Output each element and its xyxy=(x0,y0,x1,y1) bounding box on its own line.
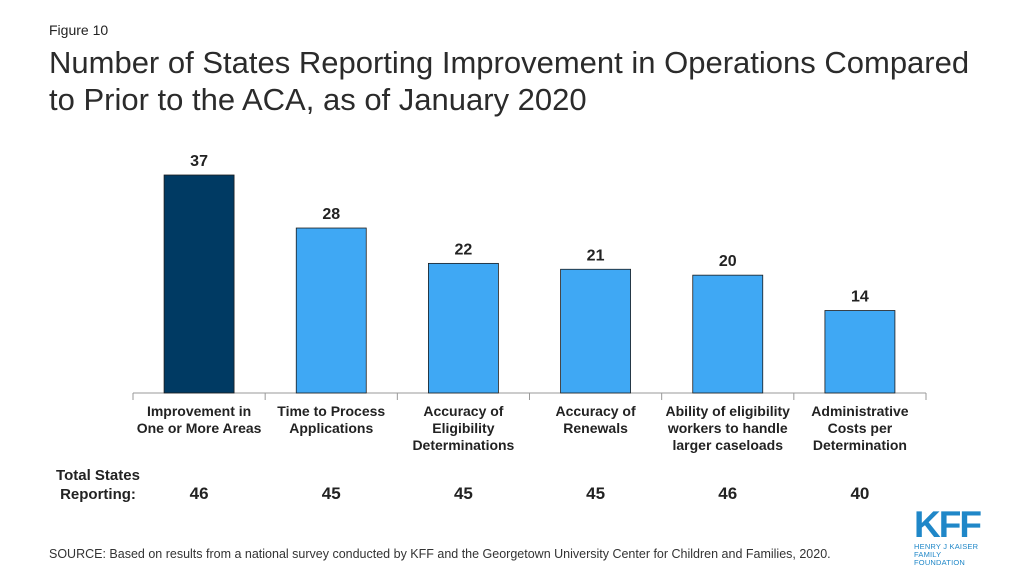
total-value-2: 45 xyxy=(321,484,341,503)
chart-title: Number of States Reporting Improvement i… xyxy=(49,45,970,117)
data-label-1: 37 xyxy=(190,153,208,170)
totals-heading: Total States Reporting: xyxy=(56,467,140,503)
data-label-6: 14 xyxy=(851,289,869,306)
total-value-4: 45 xyxy=(586,484,606,503)
logo-mark: KFF xyxy=(914,504,982,545)
bar-2 xyxy=(295,227,367,394)
category-label-3: Accuracy of Eligibility Determinations xyxy=(412,403,515,453)
logo-line-1: HENRY J KAISER xyxy=(914,542,979,551)
category-label-2: Time to Process Applications xyxy=(277,403,386,436)
data-label-4: 21 xyxy=(587,247,605,264)
bar-3 xyxy=(428,262,499,394)
category-label-6: Administrative Costs per Determination xyxy=(811,403,909,453)
category-label-4: Accuracy of Renewals xyxy=(555,403,636,436)
bar-1 xyxy=(163,174,235,394)
data-label-2: 28 xyxy=(322,206,340,223)
total-value-3: 45 xyxy=(453,484,473,503)
total-value-6: 40 xyxy=(850,484,870,503)
logo-line-2: FAMILY FOUNDATION xyxy=(914,550,966,567)
data-label-3: 22 xyxy=(455,241,473,258)
total-value-5: 46 xyxy=(718,484,738,503)
bar-6 xyxy=(824,310,896,394)
kff-logo: KFF HENRY J KAISER FAMILY FOUNDATION xyxy=(914,506,988,567)
category-label-5: Ability of eligibility workers to handle… xyxy=(665,403,790,453)
bar-4 xyxy=(560,268,631,394)
data-label-5: 20 xyxy=(719,253,737,270)
figure-label: Figure 10 xyxy=(49,22,109,38)
total-value-1: 46 xyxy=(189,484,209,503)
category-label-1: Improvement in One or More Areas xyxy=(136,403,262,436)
bar-5 xyxy=(692,274,764,394)
source-note: SOURCE: Based on results from a national… xyxy=(49,547,831,561)
